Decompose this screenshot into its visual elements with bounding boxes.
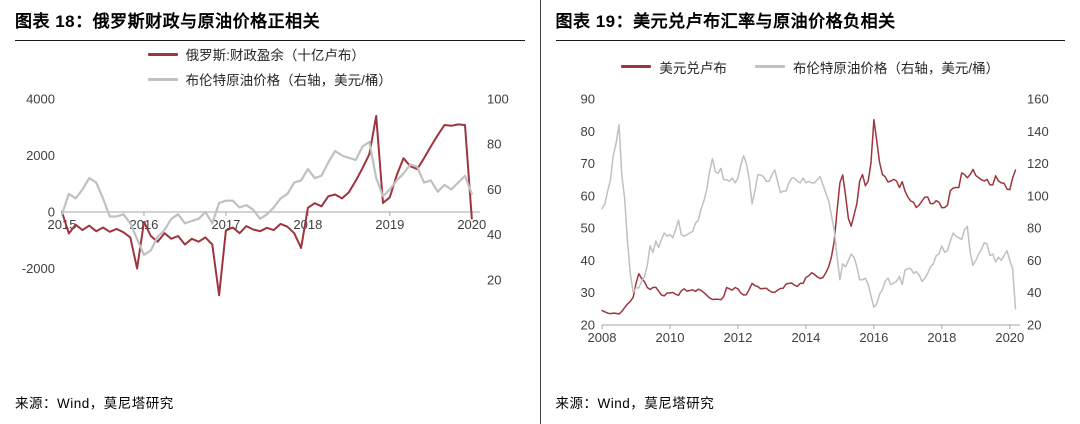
right-axis-tick-label: 40 [1027, 285, 1041, 300]
series-line [601, 118, 1017, 315]
x-axis-tick-label: 2015 [47, 217, 76, 232]
right-axis-tick-label: 80 [487, 136, 501, 151]
legend-line-swatch [621, 65, 652, 69]
x-axis-tick-label: 2014 [792, 330, 821, 345]
figure-18-title: 图表 18：俄罗斯财政与原油价格正相关 [15, 12, 321, 31]
right-axis-tick-label: 60 [1027, 253, 1041, 268]
x-axis-tick-label: 2019 [375, 217, 404, 232]
right-axis-tick-label: 120 [1027, 156, 1049, 171]
legend-line-swatch [147, 52, 178, 56]
x-axis-tick-label: 2010 [656, 330, 685, 345]
legend-item: 布伦特原油价格（右轴，美元/桶） [147, 69, 392, 89]
right-axis-tick-label: 20 [1027, 317, 1041, 332]
left-axis-tick-label: 4000 [26, 93, 55, 107]
legend-item: 俄罗斯:财政盈余（十亿卢布） [147, 44, 365, 64]
right-axis-tick-label: 80 [1027, 220, 1041, 235]
panel-figure-19: 图表 19：美元兑卢布汇率与原油价格负相关 美元兑卢布 布伦特原油价格（右轴，美元… [541, 0, 1080, 424]
series-line [601, 123, 1017, 310]
legend-line-swatch [147, 77, 178, 81]
left-axis-tick-label: 40 [581, 253, 595, 268]
right-axis-tick-label: 140 [1027, 124, 1049, 139]
right-axis-tick-label: 160 [1027, 93, 1049, 107]
figure-18-legend-zone: 俄罗斯:财政盈余（十亿卢布） 布伦特原油价格（右轴，美元/桶） [15, 41, 525, 93]
left-axis-tick-label: -2000 [22, 261, 55, 276]
right-axis-tick-label: 100 [487, 93, 509, 107]
legend-label: 布伦特原油价格（右轴，美元/桶） [792, 60, 1000, 76]
figure-18-source: 来源：Wind，莫尼塔研究 [15, 396, 174, 411]
legend-item: 布伦特原油价格（右轴，美元/桶） [754, 57, 1000, 77]
x-axis-tick-label: 2018 [928, 330, 957, 345]
figure-19-title: 图表 19：美元兑卢布汇率与原油价格负相关 [555, 12, 896, 31]
figure-18-title-divider [15, 39, 525, 41]
right-axis-tick-label: 60 [487, 182, 501, 197]
panel-figure-18: 图表 18：俄罗斯财政与原油价格正相关 俄罗斯:财政盈余（十亿卢布） 布伦特原油价… [15, 12, 525, 411]
right-axis-tick-label: 100 [1027, 188, 1049, 203]
right-axis-tick-label: 20 [487, 272, 501, 287]
panel-divider [539, 0, 541, 424]
figure-19-title-divider [555, 39, 1065, 41]
x-axis-tick-label: 2008 [588, 330, 617, 345]
figure-19-chart: 9080706050403020160140120100806040202008… [581, 93, 1049, 345]
left-axis-tick-label: 80 [581, 124, 595, 139]
legend-label: 美元兑卢布 [659, 60, 727, 76]
legend-item: 美元兑卢布 [621, 57, 727, 77]
right-axis-tick-label: 40 [487, 227, 501, 242]
x-axis-tick-label: 2020 [457, 217, 486, 232]
x-axis-tick-label: 2012 [724, 330, 753, 345]
x-axis-tick-label: 2016 [860, 330, 889, 345]
left-axis-tick-label: 30 [581, 285, 595, 300]
figure-18-legend: 俄罗斯:财政盈余（十亿卢布） 布伦特原油价格（右轴，美元/桶） [147, 44, 392, 89]
left-axis-tick-label: 60 [581, 188, 595, 203]
x-axis-tick-label: 2020 [996, 330, 1025, 345]
x-axis-tick-label: 2018 [293, 217, 322, 232]
legend-line-swatch [754, 65, 785, 69]
left-axis-tick-label: 0 [48, 204, 55, 219]
figure-19-legend: 美元兑卢布 布伦特原油价格（右轴，美元/桶） [621, 57, 999, 77]
left-axis-tick-label: 50 [581, 220, 595, 235]
series-line [60, 114, 473, 297]
left-axis-tick-label: 2000 [26, 148, 55, 163]
left-axis-tick-label: 70 [581, 156, 595, 171]
legend-label: 布伦特原油价格（右轴，美元/桶） [185, 73, 392, 89]
series-line [60, 140, 473, 256]
left-axis-tick-label: 20 [581, 317, 595, 332]
figure-19-source: 来源：Wind，莫尼塔研究 [555, 396, 715, 411]
legend-label: 俄罗斯:财政盈余（十亿卢布） [185, 48, 365, 64]
left-axis-tick-label: 90 [581, 93, 595, 107]
figure-19-legend-zone: 美元兑卢布 布伦特原油价格（右轴，美元/桶） [556, 41, 1066, 93]
